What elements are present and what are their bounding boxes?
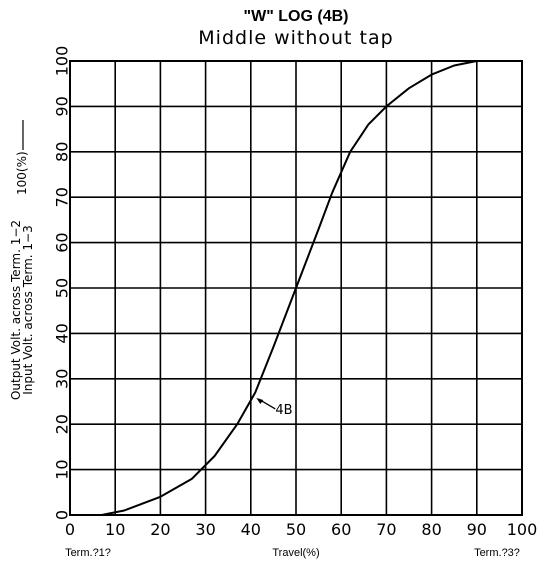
series-layer [101, 60, 491, 516]
y-tick-label: 80 [53, 142, 72, 162]
x-tick-label: 100 [507, 520, 538, 539]
x-tick-label: 30 [195, 520, 215, 539]
chart-subtitle: Middle without tap [198, 27, 393, 49]
y-axis-label-line1: Output Volt. across Term. 1−2 [9, 220, 23, 400]
x-tick-label: 10 [105, 520, 125, 539]
chart-title: "W" LOG (4B) [244, 8, 349, 25]
y-tick-label: 20 [53, 414, 72, 434]
annotation-layer: 4B [256, 397, 293, 418]
x-tick-label: 60 [331, 520, 351, 539]
x-tick-label: 50 [286, 520, 306, 539]
y-axis-label: Output Volt. across Term. 1−2 Input Volt… [9, 120, 35, 400]
plot-frame [69, 60, 523, 516]
y-tick-label: 50 [53, 278, 72, 298]
y-tick-label: 90 [53, 96, 72, 116]
y-tick-label: 40 [53, 323, 72, 343]
x-tick-labels: 0 10 20 30 40 50 60 70 80 90 100 [65, 520, 537, 539]
y-tick-labels: 0 10 20 30 40 50 60 70 80 90 100 [53, 46, 72, 520]
annotation-label: 4B [275, 403, 292, 418]
x-tick-label: 80 [421, 520, 441, 539]
x-tick-label: 70 [376, 520, 396, 539]
y-axis-label-suffix: 100(%) [15, 151, 29, 195]
y-tick-label: 0 [53, 510, 72, 520]
x-axis-label: Travel(%) [272, 547, 319, 559]
plot-border [69, 60, 523, 516]
series-line-4B [101, 60, 491, 516]
y-axis-label-line2: Input Volt. across Term. 1−3 [21, 225, 35, 395]
y-tick-label: 30 [53, 369, 72, 389]
x-tick-label: 40 [241, 520, 261, 539]
x-left-terminal-label: Term.?1? [65, 547, 111, 559]
annotation-arrowhead [256, 397, 264, 404]
x-right-terminal-label: Term.?3? [474, 547, 520, 559]
x-tick-label: 20 [150, 520, 170, 539]
y-tick-label: 70 [53, 187, 72, 207]
y-tick-label: 60 [53, 232, 72, 252]
y-tick-label: 10 [53, 459, 72, 479]
y-tick-label: 100 [53, 46, 72, 77]
x-tick-label: 0 [65, 520, 75, 539]
x-tick-label: 90 [467, 520, 487, 539]
